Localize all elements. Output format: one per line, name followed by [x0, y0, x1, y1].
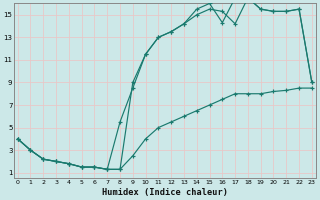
X-axis label: Humidex (Indice chaleur): Humidex (Indice chaleur)	[102, 188, 228, 197]
